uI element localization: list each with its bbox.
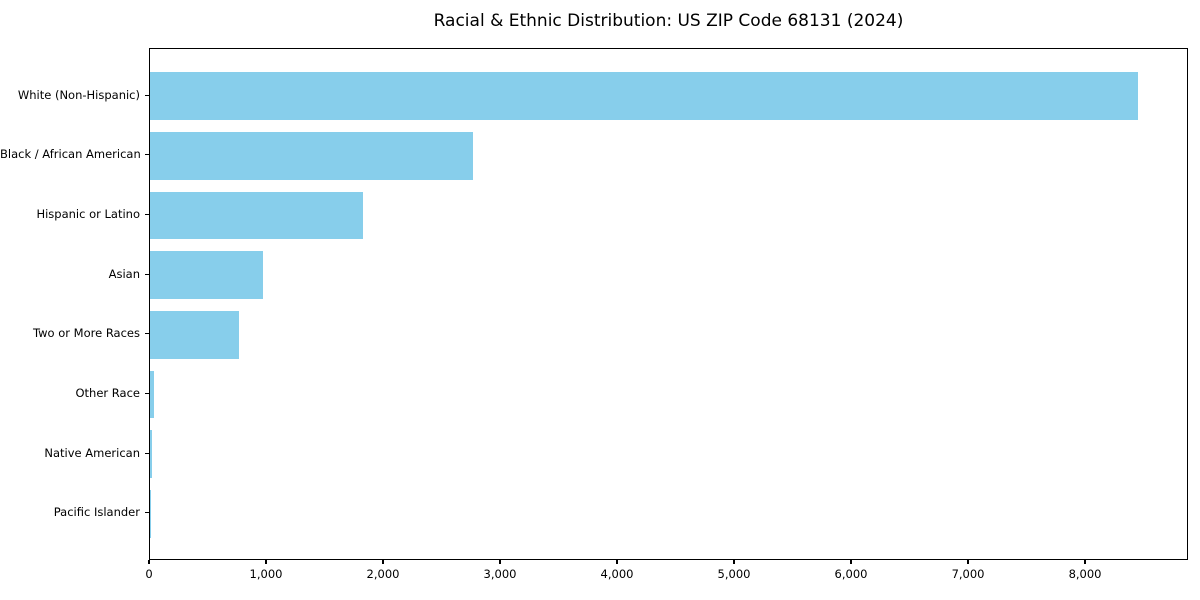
y-tick-mark	[145, 154, 149, 156]
y-axis-label: Pacific Islander	[53, 505, 140, 520]
y-axis-label: Asian	[108, 266, 140, 281]
x-tick-label: 8,000	[1068, 567, 1102, 581]
x-tick-label: 7,000	[951, 567, 985, 581]
x-tick-label: 0	[145, 567, 153, 581]
y-axis-label: Other Race	[75, 386, 141, 400]
x-tick-label: 6,000	[834, 567, 868, 581]
x-tick-mark	[616, 560, 618, 564]
y-tick-mark	[145, 273, 149, 275]
x-tick-label: 3,000	[483, 567, 517, 581]
y-axis-label: Two or More Races	[33, 326, 140, 341]
x-tick-mark	[850, 560, 852, 564]
bar	[150, 251, 263, 300]
chart-title: Racial & Ethnic Distribution: US ZIP Cod…	[433, 11, 904, 31]
y-tick-mark	[145, 94, 149, 96]
x-tick-label: 5,000	[717, 567, 751, 581]
x-tick-label: 2,000	[366, 567, 400, 581]
x-tick-label: 4,000	[600, 567, 634, 581]
x-tick-mark	[382, 560, 384, 564]
y-tick-mark	[145, 512, 149, 514]
y-tick-mark	[145, 333, 149, 335]
bar	[150, 370, 154, 419]
x-tick-label: 1,000	[249, 567, 283, 581]
x-tick-mark	[967, 560, 969, 564]
y-tick-mark	[145, 392, 149, 395]
bar	[150, 72, 1138, 120]
x-tick-mark	[148, 560, 150, 564]
y-axis-label: Hispanic or Latino	[36, 206, 140, 221]
x-tick-mark	[1084, 560, 1086, 564]
x-tick-mark	[265, 560, 267, 564]
y-axis-label: White (Non-Hispanic)	[17, 87, 140, 102]
plot-area	[149, 48, 1188, 560]
y-axis-label: Native American	[44, 445, 140, 460]
y-tick-mark	[145, 213, 149, 216]
x-tick-mark	[733, 560, 735, 564]
y-tick-mark	[145, 452, 149, 454]
bar	[150, 310, 239, 359]
bar	[150, 430, 153, 479]
bar	[150, 131, 473, 180]
x-tick-mark	[499, 560, 501, 564]
bar	[150, 191, 363, 240]
y-axis-label: Black / African American	[0, 147, 141, 162]
